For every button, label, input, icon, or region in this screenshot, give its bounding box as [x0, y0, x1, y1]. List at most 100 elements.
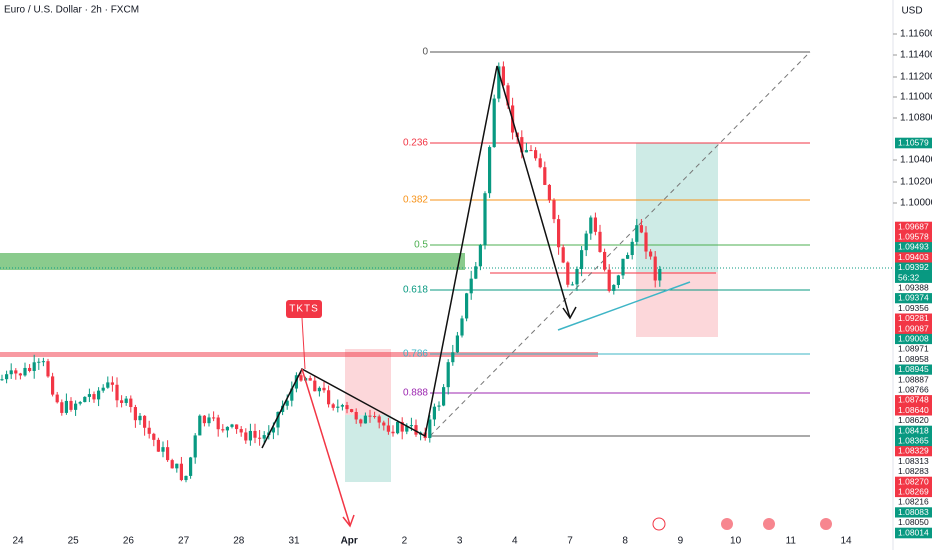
candle-body [230, 424, 234, 427]
candle-body [138, 415, 142, 421]
candle-body [373, 416, 377, 418]
candle-body [575, 269, 579, 285]
date-label: 25 [68, 536, 80, 547]
date-label: 14 [840, 536, 852, 547]
price-tag-label: 1.08313 [898, 456, 929, 466]
fib-label: 0.888 [403, 388, 428, 399]
price-tag [895, 282, 932, 294]
price-tag [895, 374, 932, 386]
candle-body [60, 402, 64, 413]
candle-body [28, 367, 32, 371]
candle-body [534, 150, 538, 159]
price-tag [895, 527, 932, 539]
fib-label: 0.236 [403, 138, 428, 149]
date-label: 10 [730, 536, 742, 547]
date-label: 3 [457, 536, 463, 547]
price-tag [895, 456, 932, 467]
event-icon[interactable] [652, 517, 666, 531]
candle-body [520, 137, 524, 153]
candle-body [455, 335, 459, 353]
price-tag [895, 497, 932, 508]
price-tag-label: 1.08083 [898, 507, 929, 517]
price-tag [895, 364, 932, 376]
candle-body [607, 269, 611, 291]
candle-body [271, 427, 275, 433]
price-tag [895, 476, 932, 488]
candle-body [170, 460, 174, 469]
price-tag [895, 446, 932, 457]
candle-body [377, 416, 381, 423]
price-tag [895, 313, 932, 325]
long-stop [636, 272, 718, 337]
candle-body [396, 421, 400, 434]
date-label: 26 [123, 536, 135, 547]
candle-body [428, 419, 432, 439]
candle-body [368, 415, 372, 417]
price-tag-label: 1.09388 [898, 282, 929, 292]
price-label: 1.10200 [900, 177, 932, 188]
candle-body [354, 411, 358, 420]
price-tag [895, 466, 932, 478]
price-tag [895, 354, 932, 365]
candle-body [543, 167, 547, 185]
event-icon[interactable] [763, 518, 775, 530]
candle-body [198, 415, 202, 436]
candle-body [133, 407, 137, 421]
candle-body [69, 400, 73, 410]
candle-body [340, 405, 344, 407]
fib-label: 0.5 [414, 240, 428, 251]
event-icon[interactable] [820, 518, 832, 530]
price-tag [895, 395, 932, 406]
candle-body [478, 245, 482, 267]
candle-body [55, 394, 59, 403]
candle-body [299, 375, 303, 381]
event-icon[interactable] [721, 518, 733, 530]
candle-body [239, 429, 243, 433]
price-tag-label: 1.09374 [898, 293, 929, 303]
price-tag [895, 507, 932, 518]
price-tag-label: 1.08216 [898, 497, 929, 507]
candle-body [336, 406, 340, 408]
candle-body [78, 402, 82, 404]
price-tag-label: 1.08958 [898, 354, 929, 364]
candle-body [382, 422, 386, 426]
price-tag [895, 303, 932, 314]
candle-body [175, 463, 179, 469]
candle-body [547, 184, 551, 201]
candle-body [212, 417, 216, 419]
candle-body [501, 66, 505, 86]
price-tag-label: 1.08283 [898, 466, 929, 476]
candle-body [115, 384, 119, 401]
candle-body [322, 387, 326, 391]
candle-body [262, 435, 266, 439]
candle-body [566, 262, 570, 285]
candle-body [327, 390, 331, 405]
candle-body [244, 432, 248, 441]
candle-body [143, 415, 147, 428]
candle-body [14, 370, 18, 374]
candle-body [584, 233, 588, 251]
candle-body [557, 219, 561, 248]
zone [0, 352, 598, 357]
long-target [636, 143, 718, 272]
candle-body [469, 278, 473, 294]
price-tag [895, 242, 932, 253]
price-tag-label: 1.10579 [898, 137, 929, 147]
price-tag [895, 405, 932, 416]
candle-body [432, 406, 436, 420]
candle-body [529, 150, 533, 152]
candle-body [363, 415, 367, 424]
candle-body [497, 66, 501, 99]
candle-body [598, 231, 602, 252]
candle-body [626, 255, 630, 259]
candle-body [437, 405, 441, 407]
fib-trend [429, 51, 811, 437]
candle-body [460, 318, 464, 336]
candle-body [221, 429, 225, 431]
candle-body [644, 232, 648, 252]
candle-body [216, 417, 220, 430]
candle-body [524, 150, 528, 153]
price-tag [895, 262, 932, 274]
candle-body [580, 250, 584, 270]
candle-body [589, 217, 593, 234]
